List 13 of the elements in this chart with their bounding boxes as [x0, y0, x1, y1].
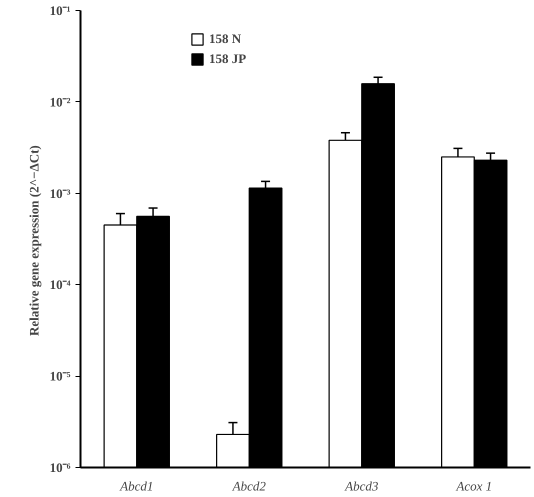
x-tick-label: Abcd2 — [232, 478, 266, 494]
x-tick-label: Abcd3 — [344, 478, 379, 494]
x-tick-label: Acox 1 — [455, 478, 492, 494]
y-tick-label: 10⁻⁵ — [50, 368, 71, 384]
legend-label: 158 JP — [209, 51, 246, 67]
y-tick-label: 10⁻⁴ — [50, 277, 71, 292]
legend-label: 158 N — [209, 31, 242, 47]
y-tick-label: 10⁻² — [50, 94, 71, 110]
x-tick-label: Abcd1 — [119, 478, 154, 494]
y-tick-label: 10⁻¹ — [50, 3, 71, 18]
y-axis-title: Relative gene expression (2^−ΔCt) — [26, 145, 42, 336]
y-tick-label: 10⁻³ — [50, 186, 71, 201]
y-tick-label: 10⁻⁶ — [50, 460, 71, 475]
